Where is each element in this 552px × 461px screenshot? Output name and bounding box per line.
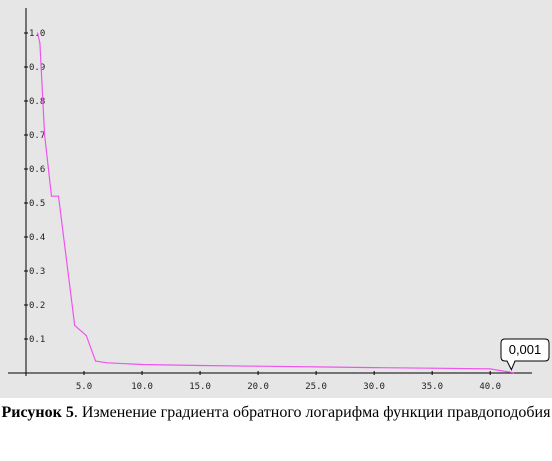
data-point — [106, 362, 108, 364]
data-point — [50, 195, 53, 197]
data-point — [373, 366, 375, 369]
caption-text: . Изменение градиента обратного логарифм… — [73, 404, 551, 421]
y-tick-label: 0.1 — [29, 335, 45, 345]
y-tick-label: 0.6 — [29, 165, 45, 175]
y-tick-label: 0.2 — [29, 301, 45, 311]
data-point — [512, 372, 514, 374]
data-point — [199, 364, 201, 367]
x-tick-label: 35.0 — [421, 382, 443, 392]
y-tick-label: 1.0 — [29, 29, 45, 39]
x-tick-label: 25.0 — [305, 382, 327, 392]
data-point — [43, 134, 46, 136]
y-tick-label: 0.5 — [29, 199, 45, 209]
y-tick-label: 0.7 — [29, 131, 45, 141]
x-tick-label: 5.0 — [76, 382, 92, 392]
tick-labels: 0.1 0.2 0.3 0.4 0.5 0.6 0.7 0.8 0.9 1.0 5.0 10.0 15.… — [24, 29, 501, 392]
caption-label: Рисунок 5 — [1, 404, 74, 421]
y-tick-label: 0.3 — [29, 267, 45, 277]
data-point — [85, 335, 87, 337]
series-layer — [37, 32, 514, 374]
x-tick-label: 15.0 — [189, 382, 211, 392]
x-tick-label: 30.0 — [363, 382, 385, 392]
x-tick-label: 10.0 — [131, 382, 153, 392]
figure-caption: Рисунок 5. Изменение градиента обратного… — [0, 403, 552, 422]
y-tick-label: 0.4 — [29, 233, 45, 243]
plot-background — [0, 0, 552, 398]
x-tick-label: 40.0 — [479, 382, 501, 392]
data-point — [95, 360, 97, 362]
annotation-box — [500, 338, 550, 371]
x-tick-label: 20.0 — [247, 382, 269, 392]
data-point — [37, 32, 39, 34]
chart: 0.1 0.2 0.3 0.4 0.5 0.6 0.7 0.8 0.9 1.0 5.0 10.0 15.… — [0, 0, 552, 398]
annotation-label: 0,001 — [509, 342, 542, 357]
y-tick-label: 0.8 — [29, 97, 45, 107]
y-tick-label: 0.9 — [29, 63, 45, 73]
data-point — [315, 366, 317, 368]
data-point — [431, 367, 433, 369]
data-point — [141, 363, 143, 366]
data-point — [57, 195, 60, 197]
data-point — [74, 324, 76, 326]
data-point — [257, 365, 259, 367]
annotation-callout: 0,001 — [500, 338, 550, 371]
axes — [8, 8, 532, 376]
data-point — [489, 368, 491, 370]
data-point — [39, 42, 41, 44]
